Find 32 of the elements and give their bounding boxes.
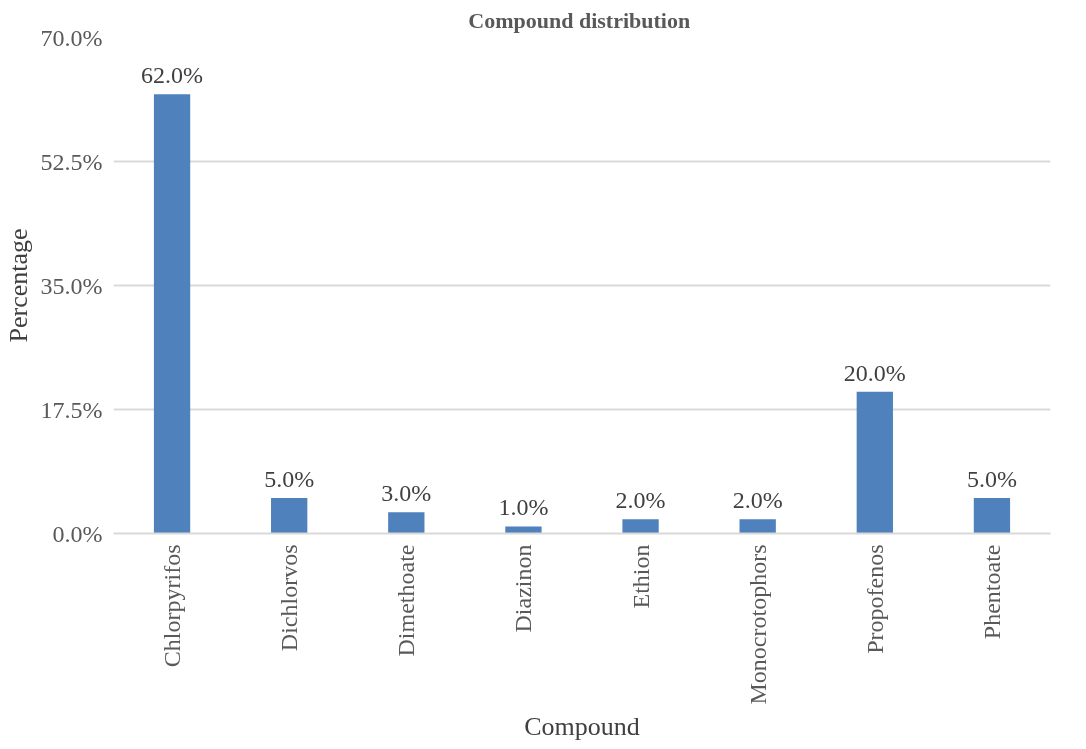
- x-tick-label: Phentoate: [978, 544, 1005, 640]
- x-axis-title: Compound: [524, 712, 640, 742]
- bar: [856, 391, 893, 534]
- bar: [388, 512, 425, 534]
- data-label: 5.0%: [966, 466, 1017, 493]
- y-axis-title: Percentage: [3, 228, 33, 343]
- x-tick-label: Ethion: [627, 544, 654, 609]
- y-tick-label: 17.5%: [40, 396, 103, 423]
- chart-title: Compound distribution: [468, 7, 691, 33]
- bar: [739, 519, 776, 534]
- data-label: 20.0%: [843, 359, 906, 386]
- x-tick-label: Propofenos: [861, 544, 888, 654]
- bar: [622, 519, 659, 534]
- y-tick-label: 70.0%: [40, 24, 103, 51]
- x-tick-label: Chlorpyrifos: [159, 544, 186, 668]
- x-tick-label: Monocrotophors: [744, 544, 771, 705]
- x-tick-label: Dichlorvos: [276, 544, 303, 652]
- x-tick-label: Diazinon: [510, 544, 537, 633]
- data-label: 3.0%: [381, 480, 432, 507]
- y-tick-label: 35.0%: [40, 272, 103, 299]
- data-label: 2.0%: [732, 487, 783, 514]
- data-label: 2.0%: [615, 487, 666, 514]
- bar: [973, 498, 1011, 534]
- data-label: 62.0%: [141, 62, 204, 89]
- y-tick-label: 52.5%: [40, 148, 103, 175]
- y-tick-label: 0.0%: [52, 520, 103, 547]
- x-tick-label: Dimethoate: [393, 544, 420, 657]
- bar: [271, 498, 308, 534]
- bar: [505, 526, 542, 534]
- data-label: 1.0%: [498, 494, 549, 521]
- data-label: 5.0%: [264, 466, 315, 493]
- bar: [153, 94, 191, 534]
